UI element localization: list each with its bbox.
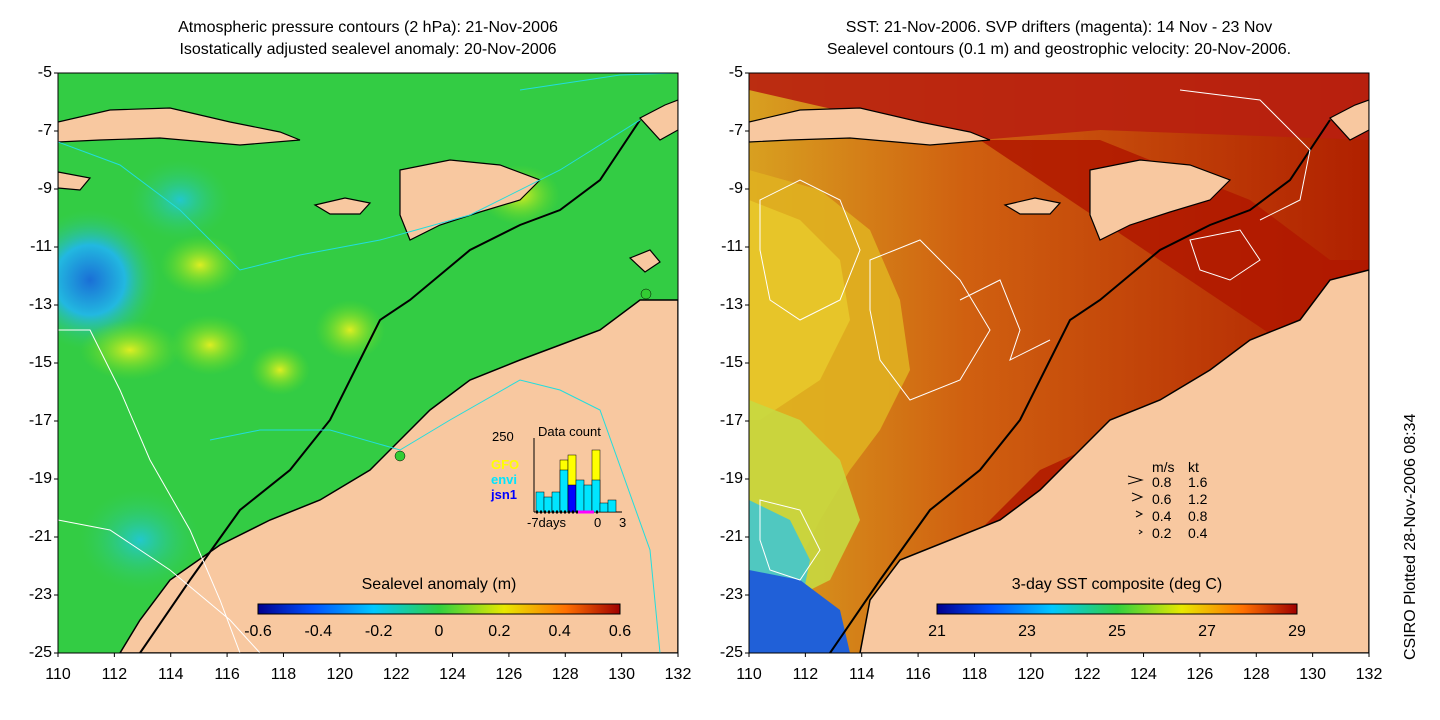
colorbar-tick-label: -0.2 bbox=[364, 623, 393, 640]
colorbar-tick-label: 0.6 bbox=[608, 623, 632, 640]
velocity-legend-kt-4: 0.4 bbox=[1188, 525, 1208, 541]
left-title-line2: Isostatically adjusted sealevel anomaly:… bbox=[179, 41, 557, 58]
data-source-jsn1: jsn1 bbox=[491, 487, 518, 502]
right-title-line2: Sealevel contours (0.1 m) and geostrophi… bbox=[826, 41, 1292, 58]
data-count-xlabel-left: -7days bbox=[527, 515, 567, 530]
lat-label: -17 bbox=[28, 412, 52, 429]
colorbar-tick-label: 23 bbox=[1018, 623, 1036, 640]
lat-label: -5 bbox=[728, 64, 743, 81]
velocity-legend-ms-4: 0.2 bbox=[1152, 525, 1172, 541]
lon-label: 114 bbox=[157, 666, 184, 683]
lon-label: 110 bbox=[736, 666, 762, 683]
lat-label: -23 bbox=[719, 586, 743, 603]
colorbar-tick-label: 25 bbox=[1108, 623, 1126, 640]
lon-label: 110 bbox=[45, 666, 71, 683]
velocity-legend-header-ms: m/s bbox=[1152, 459, 1175, 475]
velocity-legend-ms-1: 0.8 bbox=[1152, 474, 1172, 490]
lat-label: -7 bbox=[37, 122, 52, 139]
lon-label: 112 bbox=[101, 666, 128, 683]
left-title-line1: Atmospheric pressure contours (2 hPa): 2… bbox=[178, 19, 558, 36]
lat-label: -13 bbox=[719, 296, 743, 313]
data-count-title: Data count bbox=[538, 424, 601, 439]
lon-label: 112 bbox=[792, 666, 819, 683]
sealevel-colorbar bbox=[257, 603, 621, 615]
lon-label: 132 bbox=[1355, 666, 1383, 683]
velocity-legend-ms-3: 0.4 bbox=[1152, 508, 1172, 524]
lon-label: 118 bbox=[270, 666, 297, 683]
velocity-legend-header-kt: kt bbox=[1188, 459, 1199, 475]
lon-label: 132 bbox=[664, 666, 692, 683]
colorbar-tick-label: -0.6 bbox=[244, 623, 272, 640]
colorbar-tick-label: 0.4 bbox=[548, 623, 571, 640]
sealevel-colorbar-title: Sealevel anomaly (m) bbox=[361, 576, 517, 593]
sst-colorbar-title: 3-day SST composite (deg C) bbox=[1011, 576, 1223, 593]
velocity-legend-ms-2: 0.6 bbox=[1152, 491, 1172, 507]
lat-label: -9 bbox=[728, 180, 743, 197]
colorbar-tick-label: 0.2 bbox=[488, 623, 511, 640]
lon-label: 126 bbox=[1186, 666, 1214, 683]
lat-label: -23 bbox=[28, 586, 52, 603]
data-count-xlabel-right: 3 bbox=[619, 515, 627, 530]
lat-label: -17 bbox=[719, 412, 743, 429]
data-source-gfo: GFO bbox=[491, 457, 520, 472]
data-count-chart bbox=[533, 438, 622, 514]
lon-label: 130 bbox=[608, 666, 635, 683]
lat-label: -19 bbox=[719, 470, 743, 487]
lon-label: 124 bbox=[439, 666, 466, 683]
velocity-legend-kt-2: 1.2 bbox=[1188, 491, 1208, 507]
right-title-line1: SST: 21-Nov-2006. SVP drifters (magenta)… bbox=[845, 19, 1273, 36]
lat-label: -9 bbox=[37, 180, 52, 197]
lon-label: 114 bbox=[848, 666, 875, 683]
lat-label: -11 bbox=[721, 238, 743, 255]
sst-colorbar bbox=[936, 603, 1298, 615]
lon-label: 122 bbox=[382, 666, 410, 683]
lon-label: 120 bbox=[1017, 666, 1045, 683]
lat-label: -19 bbox=[28, 470, 52, 487]
data-count-ymax: 250 bbox=[492, 429, 514, 444]
lat-label: -7 bbox=[728, 122, 743, 139]
lon-label: 116 bbox=[214, 666, 240, 683]
lon-label: 118 bbox=[961, 666, 988, 683]
lon-label: 116 bbox=[905, 666, 931, 683]
colorbar-tick-label: 29 bbox=[1288, 623, 1306, 640]
velocity-legend-arrows bbox=[1127, 475, 1144, 535]
lat-label: -11 bbox=[30, 238, 52, 255]
lon-label: 130 bbox=[1299, 666, 1326, 683]
lon-label: 120 bbox=[326, 666, 354, 683]
colorbar-tick-label: -0.4 bbox=[304, 623, 333, 640]
lat-label: -21 bbox=[28, 528, 52, 545]
lon-label: 122 bbox=[1073, 666, 1101, 683]
lat-label: -21 bbox=[719, 528, 743, 545]
data-count-xlabel-mid: 0 bbox=[594, 515, 602, 530]
lon-label: 128 bbox=[551, 666, 579, 683]
colorbar-tick-label: 27 bbox=[1198, 623, 1216, 640]
lat-label: -15 bbox=[719, 354, 743, 371]
left-map bbox=[58, 73, 678, 653]
lon-label: 124 bbox=[1130, 666, 1157, 683]
colorbar-tick-label: 21 bbox=[928, 623, 946, 640]
lat-label: -13 bbox=[28, 296, 52, 313]
colorbar-tick-label: 0 bbox=[434, 623, 444, 640]
lat-label: -25 bbox=[719, 644, 743, 661]
velocity-legend-kt-3: 0.8 bbox=[1188, 508, 1208, 524]
right-map bbox=[749, 73, 1369, 653]
lat-label: -5 bbox=[37, 64, 52, 81]
lon-label: 128 bbox=[1242, 666, 1270, 683]
lat-label: -25 bbox=[28, 644, 52, 661]
credit-text: CSIRO Plotted 28-Nov-2006 08:34 bbox=[1402, 413, 1419, 660]
velocity-legend-kt-1: 1.6 bbox=[1188, 474, 1208, 490]
data-source-envi: envi bbox=[491, 472, 518, 487]
lon-label: 126 bbox=[495, 666, 523, 683]
lat-label: -15 bbox=[28, 354, 52, 371]
